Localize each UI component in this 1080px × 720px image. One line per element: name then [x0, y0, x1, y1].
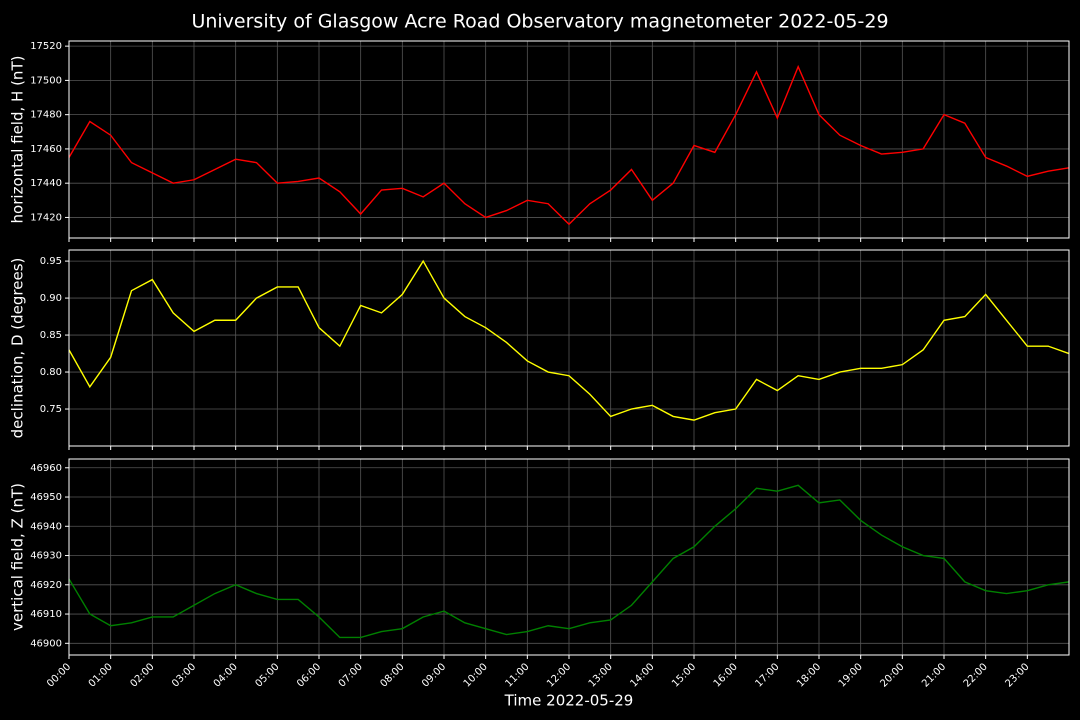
y-tick-label: 46950: [30, 492, 62, 503]
y-tick-label: 46920: [30, 580, 62, 591]
y-axis-label: vertical field, Z (nT): [9, 483, 27, 631]
y-tick-label: 46930: [30, 551, 62, 562]
y-tick-label: 0.80: [40, 367, 62, 378]
y-axis-label: horizontal field, H (nT): [9, 56, 27, 224]
y-tick-label: 46940: [30, 521, 62, 532]
y-tick-label: 46910: [30, 609, 62, 620]
y-tick-label: 17440: [30, 178, 62, 189]
y-tick-label: 17480: [30, 110, 62, 121]
y-tick-label: 0.85: [40, 330, 62, 341]
y-tick-label: 17520: [30, 41, 62, 52]
y-axis-label: declination, D (degrees): [9, 258, 27, 439]
plot-frame: [68, 40, 1070, 239]
y-tick-label: 0.95: [40, 256, 62, 267]
y-tick-label: 17460: [30, 144, 62, 155]
x-axis-label: Time 2022-05-29: [504, 692, 634, 710]
y-tick-label: 17420: [30, 212, 62, 223]
plot-frame: [68, 458, 1070, 656]
plot-frame: [68, 249, 1070, 447]
data-line: [68, 64, 1070, 226]
y-tick-label: 0.75: [40, 404, 62, 415]
figure-title: University of Glasgow Acre Road Observat…: [191, 11, 888, 33]
y-tick-label: 17500: [30, 75, 62, 86]
y-tick-label: 46960: [30, 463, 62, 474]
data-line: [68, 484, 1070, 639]
y-tick-label: 0.90: [40, 293, 62, 304]
y-tick-label: 46900: [30, 638, 62, 649]
data-line: [68, 259, 1070, 421]
